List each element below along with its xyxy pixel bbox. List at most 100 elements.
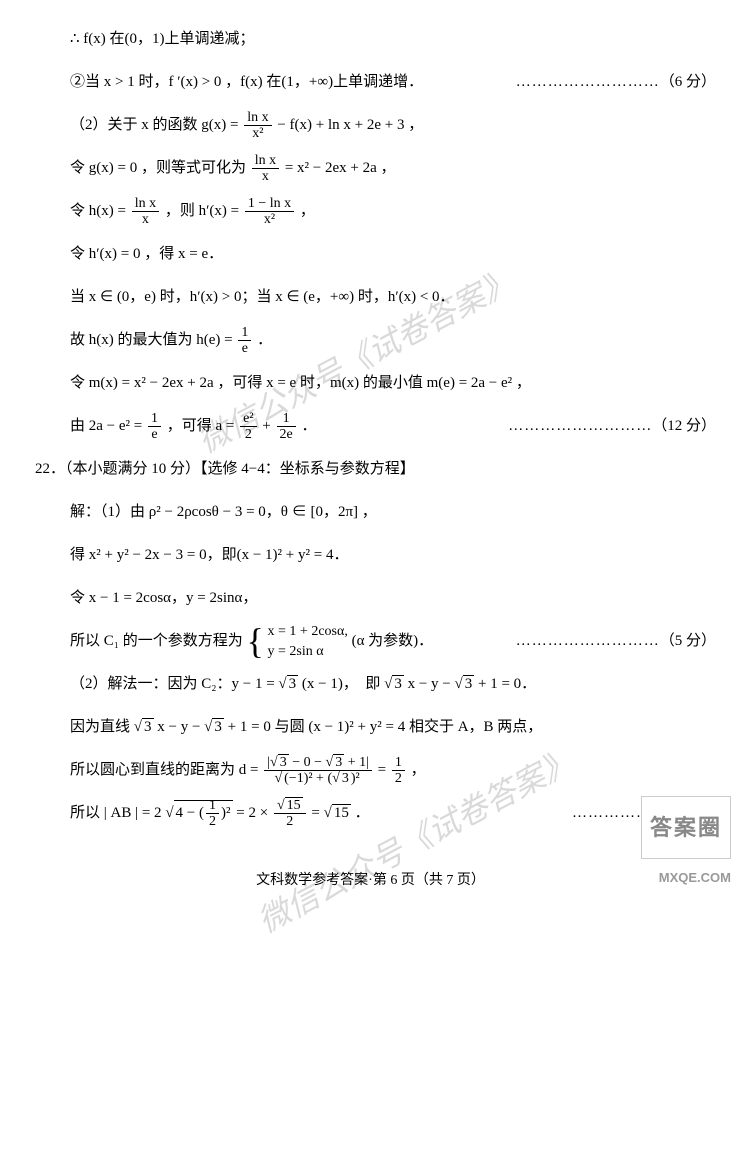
dots: ……………………… [516, 74, 660, 90]
text: ． [257, 332, 272, 348]
solution-line: ②当 x > 1 时，f ′(x) > 0 ，f(x) 在(1，+∞)上单调递增… [25, 63, 716, 102]
numerator: e² [240, 411, 256, 427]
solution-line: 所以圆心到直线的距离为 d = |√3 − 0 − √3 + 1| √(−1)²… [25, 751, 716, 790]
logo-url: MXQE.COM [641, 861, 731, 895]
fraction: √152 [274, 798, 306, 830]
denominator: x² [245, 212, 294, 227]
text: ． [301, 418, 316, 434]
denominator: 2e [277, 427, 296, 442]
sqrt: √3 [204, 718, 224, 735]
text: = [311, 805, 323, 821]
text: 令 g(x) = 0 ，则等式可化为 [70, 160, 250, 176]
fraction: ln xx [132, 196, 159, 228]
dots: ……………………… [516, 633, 660, 649]
dots: ……………………… [508, 418, 652, 434]
denominator: x [252, 169, 279, 184]
text: 解：（1）由 ρ² − 2ρcosθ − 3 = 0，θ ∈ [0，2π] ， [70, 504, 377, 520]
text: 当 x ∈ (0，e) 时，h′(x) > 0；当 x ∈ (e，+∞) 时，h… [70, 289, 455, 305]
footer-text: 文科数学参考答案·第 6 页（共 7 页） [256, 873, 485, 888]
watermark-logo: 答案圈 MXQE.COM [641, 796, 731, 895]
solution-line: 当 x ∈ (0，e) 时，h′(x) > 0；当 x ∈ (e，+∞) 时，h… [25, 278, 716, 317]
denominator: x [132, 212, 159, 227]
text: = 2 × [236, 805, 272, 821]
solution-line: 令 g(x) = 0 ，则等式可化为 ln xx = x² − 2ex + 2a… [25, 149, 716, 188]
numerator: ln x [132, 196, 159, 212]
solution-line: （2）解法一：因为 C₂：y − 1 = √3 (x − 1)， 即 √3 x … [25, 665, 716, 704]
cases-content: x = 1 + 2cosα, y = 2sin α [268, 622, 348, 661]
denominator: x² [244, 126, 271, 141]
text: 令 h′(x) = 0 ，得 x = e． [70, 246, 223, 262]
numerator: 1 [277, 411, 296, 427]
page-footer: 文科数学参考答案·第 6 页（共 7 页） [25, 863, 716, 899]
score-text: （5 分） [660, 633, 716, 649]
text: x − y − [157, 719, 204, 735]
text: ， [411, 762, 426, 778]
score-mark: ………………………（5 分） [516, 622, 716, 661]
solution-line: 令 x − 1 = 2cosα，y = 2sinα， [25, 579, 716, 618]
text: 22．（本小题满分 10 分）【选修 4−4：坐标系与参数方程】 [35, 461, 415, 477]
text: 令 m(x) = x² − 2ex + 2a ，可得 x = e 时，m(x) … [70, 375, 531, 391]
numerator: 1 [148, 411, 161, 427]
question-number: 22．（本小题满分 10 分）【选修 4−4：坐标系与参数方程】 [25, 450, 716, 489]
text: ． [355, 805, 370, 821]
solution-line: 因为直线 √3 x − y − √3 + 1 = 0 与圆 (x − 1)² +… [25, 708, 716, 747]
case-row: y = 2sin α [268, 642, 348, 662]
brace-icon: { [247, 627, 264, 656]
fraction: ln xx [252, 153, 279, 185]
numerator: ln x [244, 110, 271, 126]
solution-line: 由 2a − e² = 1e ，可得 a = e²2 + 12e ． ……………… [25, 407, 716, 446]
sqrt: √3 [278, 675, 298, 692]
fraction: 1e [148, 411, 161, 443]
denominator: 2 [206, 814, 219, 829]
denominator: √(−1)² + (√3)² [264, 771, 372, 786]
score-text: （6 分） [660, 74, 716, 90]
denominator: e [238, 341, 251, 356]
text: 所以 C₁ 的一个参数方程为 [70, 633, 247, 649]
fraction: |√3 − 0 − √3 + 1| √(−1)² + (√3)² [264, 755, 372, 787]
text: （2）解法一：因为 C₂：y − 1 = [70, 676, 278, 692]
text: 由 2a − e² = [70, 418, 146, 434]
text: 令 x − 1 = 2cosα，y = 2sinα， [70, 590, 257, 606]
numerator: 1 [206, 798, 219, 814]
numerator: √15 [274, 798, 306, 814]
solution-line: 令 h′(x) = 0 ，得 x = e． [25, 235, 716, 274]
fraction: ln xx² [244, 110, 271, 142]
text: ， [300, 203, 315, 219]
solution-line: 所以 | AB | = 2 √4 − (12)² = 2 × √152 = √1… [25, 794, 716, 833]
solution-line: 故 h(x) 的最大值为 h(e) = 1e ． [25, 321, 716, 360]
cases-brace: { x = 1 + 2cosα, y = 2sin α [247, 622, 348, 661]
text: + 1 = 0． [478, 676, 536, 692]
fraction: 1e [238, 325, 251, 357]
sqrt: √3 [134, 718, 154, 735]
text: ∴ f(x) 在(0，1)上单调递减； [70, 31, 255, 47]
numerator: 1 [392, 755, 405, 771]
text: 所以 | AB | = 2 [70, 805, 162, 821]
numerator: |√3 − 0 − √3 + 1| [264, 755, 372, 771]
sqrt: √3 [384, 675, 404, 692]
denominator: 2 [274, 814, 306, 829]
solution-line: （2）关于 x 的函数 g(x) = ln xx² − f(x) + ln x … [25, 106, 716, 145]
fraction: 12 [392, 755, 405, 787]
text: 得 x² + y² − 2x − 3 = 0，即(x − 1)² + y² = … [70, 547, 348, 563]
text: 故 h(x) 的最大值为 h(e) = [70, 332, 236, 348]
numerator: 1 − ln x [245, 196, 294, 212]
numerator: 1 [238, 325, 251, 341]
text: − f(x) + ln x + 2e + 3 ， [277, 117, 423, 133]
text: + 1 = 0 与圆 (x − 1)² + y² = 4 相交于 A，B 两点， [228, 719, 543, 735]
score-mark: ………………………（12 分） [508, 407, 716, 446]
sqrt-big: √4 − (12)² [165, 794, 232, 833]
text: (x − 1)， 即 [302, 676, 380, 692]
text: ②当 x > 1 时，f ′(x) > 0 ，f(x) 在(1，+∞)上单调递增… [70, 74, 423, 90]
solution-line: 所以 C₁ 的一个参数方程为 { x = 1 + 2cosα, y = 2sin… [25, 622, 716, 661]
text: ，则 h′(x) = [165, 203, 243, 219]
text: ，可得 a = [167, 418, 238, 434]
fraction: 1 − ln xx² [245, 196, 294, 228]
logo-text: 答案圈 [641, 796, 731, 859]
text: （2）关于 x 的函数 g(x) = [70, 117, 238, 133]
solution-line: 令 m(x) = x² − 2ex + 2a ，可得 x = e 时，m(x) … [25, 364, 716, 403]
solution-line: ∴ f(x) 在(0，1)上单调递减； [25, 20, 716, 59]
solution-line: 令 h(x) = ln xx ，则 h′(x) = 1 − ln xx² ， [25, 192, 716, 231]
text: = [378, 762, 390, 778]
sqrt: √3 [455, 675, 475, 692]
fraction: e²2 [240, 411, 256, 443]
